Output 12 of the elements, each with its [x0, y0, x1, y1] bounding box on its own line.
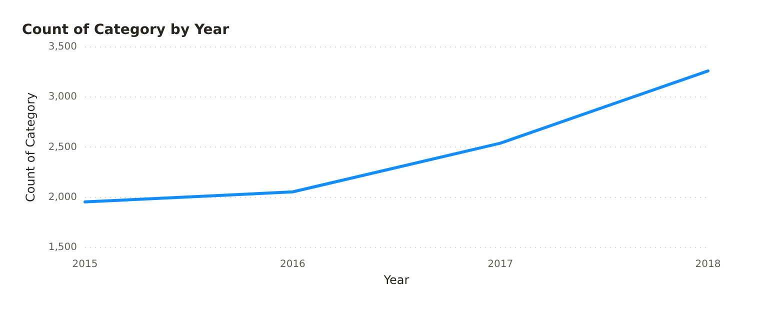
x-tick-label: 2018	[695, 259, 721, 270]
y-axis-title: Count of Category	[23, 92, 38, 202]
x-axis-title: Year	[382, 272, 410, 287]
y-tick-label: 2,000	[48, 192, 78, 203]
y-tick-label: 3,500	[48, 41, 78, 52]
y-tick-label: 3,000	[48, 92, 78, 103]
x-tick-label: 2016	[280, 259, 306, 270]
x-tick-label: 2017	[488, 259, 514, 270]
x-tick-label: 2015	[72, 259, 98, 270]
y-tick-label: 2,500	[48, 142, 78, 153]
y-tick-label: 1,500	[48, 242, 78, 254]
chart-title: Count of Category by Year	[22, 22, 230, 38]
